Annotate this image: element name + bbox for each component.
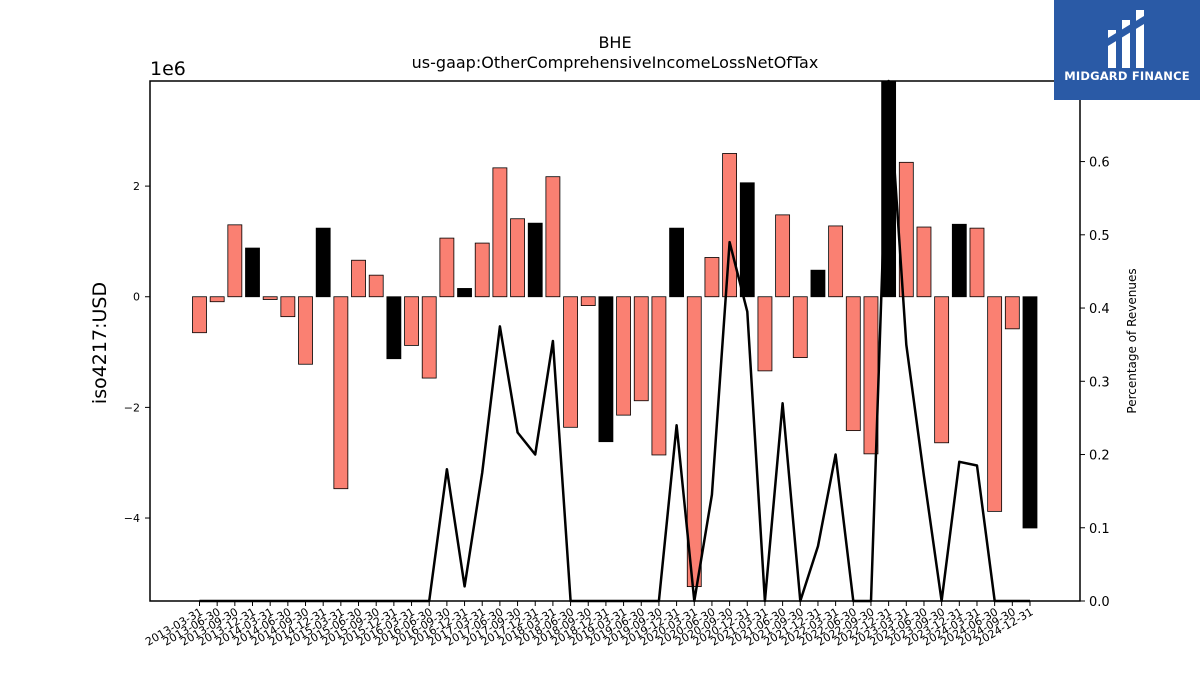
bar-2020-12-31 <box>739 182 755 298</box>
bar-2015-12-31 <box>386 296 402 360</box>
bar-2017-12-31 <box>527 222 543 298</box>
y-tick-label: 0 <box>133 291 140 304</box>
plot-frame <box>149 80 1081 602</box>
bar-2021-03-31 <box>757 296 773 372</box>
bar-2024-12-31 <box>1022 296 1038 529</box>
y2-tick-label: 0.3 <box>1089 375 1110 390</box>
bar-2024-09-30 <box>1004 296 1020 330</box>
y2-tick-label: 0.6 <box>1089 156 1110 171</box>
bar-2013-09-30 <box>227 224 243 298</box>
bar-2015-09-30 <box>368 274 384 298</box>
bar-2016-03-31 <box>404 296 419 346</box>
y2-tick-label: 0.4 <box>1089 302 1110 317</box>
bar-2017-03-31 <box>474 242 490 298</box>
y2-tick-label: 0.1 <box>1089 522 1110 537</box>
y-axis-label: iso4217:USD <box>89 282 111 404</box>
bar-2019-06-30 <box>633 296 649 402</box>
midgard-logo-icon <box>1108 10 1144 68</box>
bar-2020-03-31 <box>686 296 702 588</box>
bar-2020-09-30 <box>722 153 737 298</box>
bar-2023-09-30 <box>934 296 950 444</box>
bar-2021-12-31 <box>810 269 826 298</box>
bar-2016-12-31 <box>457 288 472 298</box>
bar-2013-12-31 <box>245 247 260 298</box>
y2-axis-label: Percentage of Revenues <box>1125 268 1139 413</box>
revenue-percentage-line <box>199 79 1030 603</box>
bar-2019-09-30 <box>651 296 667 456</box>
bar-2017-06-30 <box>492 167 508 298</box>
bar-2023-12-31 <box>951 223 967 298</box>
bar-2014-12-31 <box>315 227 331 298</box>
bar-2024-03-31 <box>969 227 985 298</box>
bar-2021-06-30 <box>775 214 791 298</box>
y-multiplier-label: 1e6 <box>150 58 186 80</box>
bar-2014-09-30 <box>298 296 313 365</box>
bar-2015-03-31 <box>333 296 349 490</box>
bar-2022-03-31 <box>828 225 844 298</box>
y2-tick-label: 0.5 <box>1089 229 1110 244</box>
bar-2018-06-30 <box>563 296 578 428</box>
bar-2018-12-31 <box>598 296 614 443</box>
bars-group <box>192 80 1038 588</box>
chart-title: BHE <box>598 33 631 52</box>
y-tick-label: −4 <box>124 512 140 525</box>
bar-2017-09-30 <box>510 218 525 298</box>
y-ticks-group: −4 −2 0 2 <box>124 180 150 525</box>
bar-2022-06-30 <box>845 296 861 432</box>
bar-2019-03-31 <box>616 296 631 416</box>
y2-tick-label: 0.0 <box>1089 595 1110 610</box>
bar-2020-06-30 <box>704 257 720 298</box>
midgard-logo: MIDGARD FINANCE <box>1054 0 1200 100</box>
bar-2014-06-30 <box>280 296 296 318</box>
bar-2015-06-30 <box>351 259 366 298</box>
bar-2024-06-30 <box>987 296 1003 512</box>
y-tick-label: 2 <box>133 180 140 193</box>
bar-2014-03-31 <box>262 296 278 300</box>
chart-subtitle: us-gaap:OtherComprehensiveIncomeLossNetO… <box>412 53 819 72</box>
bar-2013-06-30 <box>209 296 225 303</box>
y2-ticks-group: 0.0 0.1 0.2 0.3 0.4 0.5 0.6 <box>1080 156 1110 610</box>
bar-2016-09-30 <box>439 237 455 298</box>
bar-2023-06-30 <box>916 226 932 298</box>
x-ticks-group: 2013-03-312013-06-302013-09-302013-12-31… <box>143 601 1036 649</box>
bar-2018-09-30 <box>580 296 596 306</box>
logo-text: MIDGARD FINANCE <box>1064 69 1190 83</box>
bar-2016-06-30 <box>421 296 437 379</box>
bar-2021-09-30 <box>792 296 808 358</box>
revenue-percentage-line-group <box>199 79 1030 603</box>
bar-2019-12-31 <box>669 227 684 298</box>
bar-2013-03-31 <box>192 296 207 334</box>
y2-tick-label: 0.2 <box>1089 449 1110 464</box>
y-tick-label: −2 <box>124 401 140 414</box>
bar-2018-03-31 <box>545 176 561 298</box>
